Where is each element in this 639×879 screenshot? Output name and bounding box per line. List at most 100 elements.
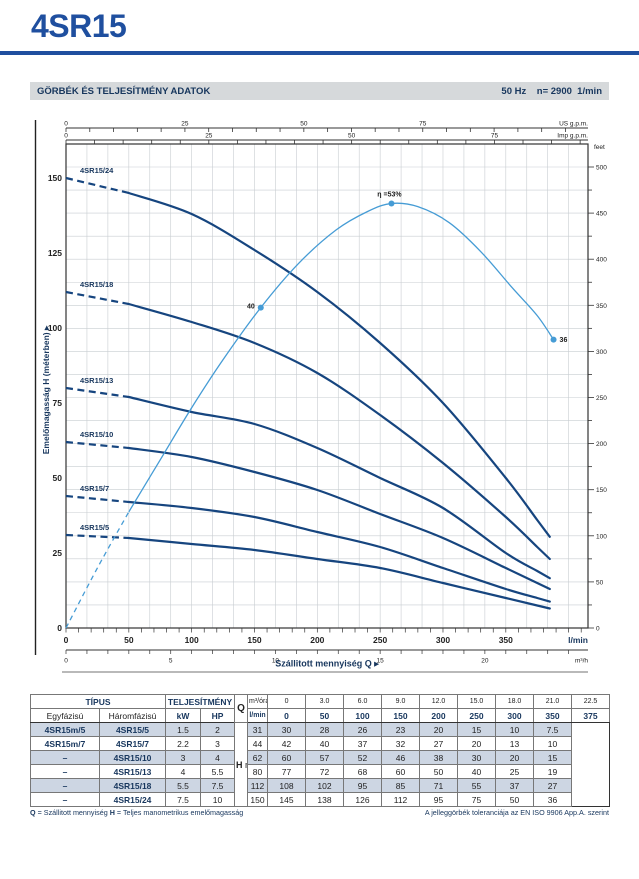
head-value: 7.5 [533, 722, 573, 737]
axis-tick-label: 15 [377, 658, 385, 665]
axis-tick-label: 50 [124, 635, 134, 645]
power-hp: 7.5 [199, 778, 236, 793]
head-value: 102 [305, 778, 345, 793]
q-lmin-value: 150 [381, 708, 421, 723]
q-lmin-value: 375 [571, 708, 611, 723]
q-m3h-value: 0 [267, 694, 307, 709]
head-value: 20 [495, 750, 535, 765]
head-value: 77 [267, 764, 307, 779]
head-value: 95 [419, 792, 459, 807]
header-teljesitmeny: TELJESÍTMÉNY [164, 694, 236, 709]
axis-m3h: 0 5 10 15 20 m³/h [64, 649, 588, 665]
efficiency-marker-label: η =53% [377, 191, 402, 198]
head-value: 32 [381, 736, 421, 751]
curve-label: 4SR15/13 [80, 376, 113, 385]
head-value: 42 [267, 736, 307, 751]
head-value: 30 [457, 750, 497, 765]
head-value: 25 [495, 764, 535, 779]
curve-label: 4SR15/7 [80, 484, 109, 493]
axis-tick-label: 75 [491, 133, 499, 140]
curve-4sr15-13: 4SR15/13 [65, 376, 551, 580]
axis-tick-label: 450 [596, 211, 607, 218]
axis-tick-label: 150 [596, 487, 607, 494]
y-axis-title: Emelőmagasság H (méterben) ▸ [41, 325, 51, 454]
head-value: 126 [343, 792, 383, 807]
plot-frame [65, 143, 589, 629]
head-value: 57 [305, 750, 345, 765]
model-three-phase: 4SR15/18 [99, 778, 166, 793]
head-value: 31 [247, 722, 269, 737]
title-rule [0, 51, 639, 55]
model-three-phase: 4SR15/10 [99, 750, 166, 765]
curve-4sr15-5: 4SR15/5 [65, 523, 551, 610]
head-value: 46 [381, 750, 421, 765]
q-lmin-value: 0 [267, 708, 307, 723]
axis-unit-label: Imp g.p.m. [557, 133, 588, 140]
head-value: 10 [495, 722, 535, 737]
axis-metres: 0 25 50 75 100 125 150 Emelőmagasság H (méterbe… [41, 173, 62, 633]
q-m3h-value: 18.0 [495, 694, 535, 709]
x-axis-title: Szállitott mennyiség Q ▸ [275, 659, 379, 669]
axis-tick-label: 50 [300, 121, 308, 128]
q-m3h-value: 12.0 [419, 694, 459, 709]
header-hp: HP [199, 708, 236, 723]
axis-tick-label: 150 [247, 635, 261, 645]
axis-tick-label: 150 [48, 173, 62, 183]
power-hp: 5.5 [199, 764, 236, 779]
axis-imp-gpm: 0 25 50 75 Imp g.p.m. [64, 133, 588, 144]
axis-tick-label: 0 [64, 658, 68, 665]
power-hp: 3 [199, 736, 236, 751]
q-lmin-value: 350 [533, 708, 573, 723]
q-m3h-value: 3.0 [305, 694, 345, 709]
page-title: 4SR15 [31, 8, 127, 44]
head-value: 71 [419, 778, 459, 793]
head-value: 10 [533, 736, 573, 751]
footnote-left: Q = Szállitott mennyiség H = Teljes mano… [30, 808, 244, 817]
model-three-phase: 4SR15/13 [99, 764, 166, 779]
axis-tick-label: 25 [205, 133, 213, 140]
head-value: 150 [247, 792, 269, 807]
head-value: 37 [343, 736, 383, 751]
power-hp: 4 [199, 750, 236, 765]
curve-label: 4SR15/10 [80, 430, 113, 439]
axis-tick-label: 0 [64, 635, 69, 645]
q-lmin-value: 200 [419, 708, 459, 723]
head-value: 26 [343, 722, 383, 737]
q-lmin-value: 50 [305, 708, 345, 723]
q-m3h-value: 6.0 [343, 694, 383, 709]
axis-tick-label: 25 [53, 548, 63, 558]
table-row: –4SR15/18 5.5 7.5 112 108 102 95 85 71 55 37 27 [30, 778, 610, 793]
head-value: 38 [419, 750, 459, 765]
efficiency-marker [388, 200, 395, 207]
axis-tick-label: 100 [48, 323, 62, 333]
table-row: –4SR15/13 4 5.5 80 77 72 68 60 50 40 25 19 [30, 764, 610, 779]
head-value: 138 [305, 792, 345, 807]
model-single-phase: 4SR15m/5 [30, 722, 100, 737]
head-value: 15 [533, 750, 573, 765]
header-kw: kW [165, 708, 201, 723]
header-q: Q [234, 694, 249, 723]
header-egyfazisu: Egyfázisú [30, 708, 100, 723]
head-value: 55 [457, 778, 497, 793]
head-value: 13 [495, 736, 535, 751]
power-kw: 5.5 [165, 778, 201, 793]
model-three-phase: 4SR15/7 [99, 736, 166, 751]
axis-tick-label: 400 [596, 257, 607, 264]
power-kw: 3 [165, 750, 201, 765]
curve-4sr15-18: 4SR15/18 [65, 280, 551, 561]
head-value: 85 [381, 778, 421, 793]
footnote-right: A jelleggörbék toleranciája az EN ISO 99… [424, 808, 609, 817]
header-tipus: TÍPUS [30, 694, 166, 709]
section-header-bar: GÖRBÉK ÉS TELJESÍTMÉNY ADATOK 50 Hz n= 2… [30, 82, 609, 100]
axis-tick-label: 0 [596, 626, 600, 633]
q-lmin-value: 250 [457, 708, 497, 723]
model-single-phase: – [30, 778, 100, 793]
axis-unit-label: US g.p.m. [559, 121, 588, 128]
curve-label: 4SR15/18 [80, 280, 113, 289]
axis-tick-label: 75 [53, 398, 63, 408]
head-value: 50 [419, 764, 459, 779]
axis-tick-label: 0 [64, 133, 68, 140]
axis-tick-label: 10 [272, 658, 280, 665]
